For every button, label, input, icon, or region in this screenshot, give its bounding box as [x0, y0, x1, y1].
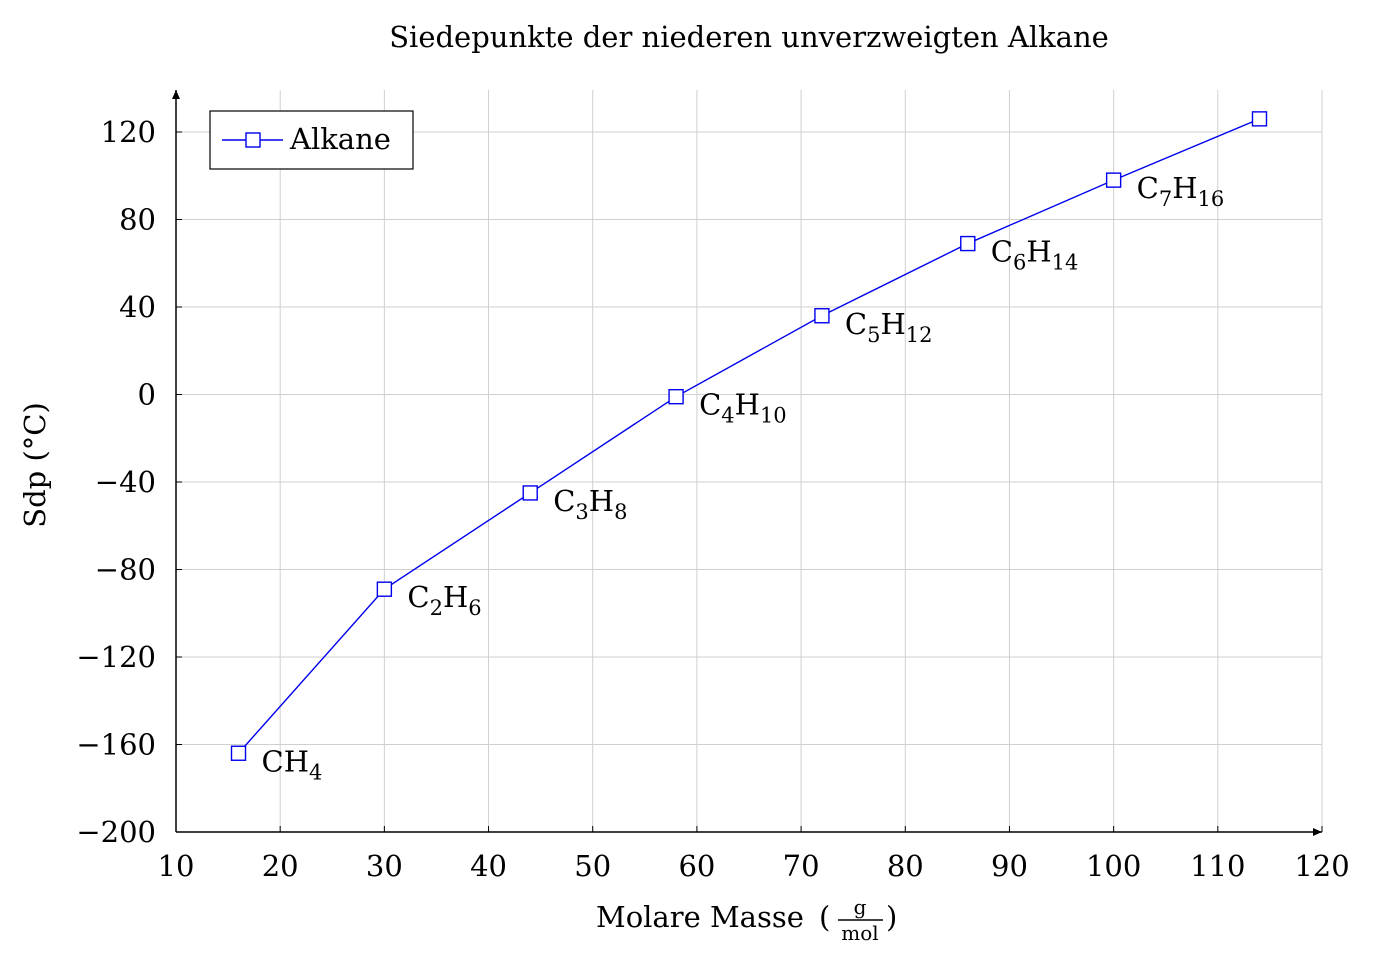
y-tick-label: 40 — [119, 290, 156, 324]
point-label: C2H6 — [407, 580, 481, 620]
x-tick-label: 80 — [887, 849, 924, 883]
data-point-marker — [230, 745, 247, 761]
y-tick-label: −40 — [95, 465, 156, 499]
data-point-marker — [814, 308, 830, 324]
x-axis-unit-numerator: g — [854, 895, 867, 919]
series-line-alkane — [237, 118, 1260, 754]
data-point-marker — [376, 581, 393, 597]
x-tick-label: 40 — [470, 849, 507, 883]
chart-title: Siedepunkte der niederen unverzweigten A… — [389, 20, 1109, 54]
x-tick-label: 100 — [1086, 849, 1141, 883]
x-tick-label: 50 — [574, 849, 611, 883]
data-point-marker — [1251, 111, 1268, 127]
point-label: C3H8 — [553, 484, 627, 524]
x-axis-arrow — [1313, 828, 1322, 836]
series-alkane — [230, 111, 1268, 761]
x-tick-label: 70 — [783, 849, 820, 883]
legend-label-alkane: Alkane — [289, 122, 391, 156]
data-point-marker — [1105, 172, 1122, 188]
point-label: C7H16 — [1137, 171, 1225, 211]
y-tick-label: −120 — [76, 640, 156, 674]
point-label: C6H14 — [991, 235, 1079, 275]
data-point-marker — [960, 235, 976, 252]
x-tick-label: 10 — [158, 849, 195, 883]
y-tick-label: 80 — [119, 203, 156, 237]
x-axis-unit-denominator: mol — [841, 921, 878, 945]
point-label: C4H10 — [699, 388, 787, 428]
legend-marker-sample — [245, 132, 261, 148]
y-axis-arrow — [172, 90, 180, 99]
data-point-marker — [668, 388, 684, 405]
y-tick-label: −200 — [76, 815, 156, 849]
x-tick-label: 30 — [366, 849, 403, 883]
axes — [172, 90, 1323, 836]
point-label: C5H12 — [845, 307, 933, 347]
x-tick-label: 120 — [1294, 849, 1349, 883]
x-tick-label: 20 — [262, 849, 299, 883]
x-axis-title: Molare Masse ( g mol ) — [596, 895, 897, 945]
y-tick-label: −160 — [76, 728, 156, 762]
tick-labels: 10 20 30 40 50 60 70 80 90 100 110 120 −200 −160 −120 −… — [76, 115, 1349, 883]
x-axis-title-text: Molare Masse — [596, 900, 804, 934]
x-axis-unit-close-paren: ) — [886, 900, 897, 934]
legend: Alkane — [209, 110, 414, 170]
y-tick-label: 0 — [138, 378, 156, 412]
grid — [176, 90, 1323, 832]
x-tick-label: 60 — [678, 849, 715, 883]
y-axis-title: Sdp (°C) — [18, 402, 52, 528]
x-tick-label: 90 — [991, 849, 1028, 883]
y-tick-label: −80 — [95, 553, 156, 587]
point-label: CH4 — [262, 744, 323, 784]
x-axis-unit-open-paren: ( — [819, 900, 830, 934]
point-labels: CH4 C2H6 C3H8 C4H10 C5H12 C6H14 C7H16 — [262, 171, 1225, 784]
y-tick-label: 120 — [101, 115, 156, 149]
data-point-marker — [522, 485, 538, 501]
x-tick-label: 110 — [1190, 849, 1245, 883]
